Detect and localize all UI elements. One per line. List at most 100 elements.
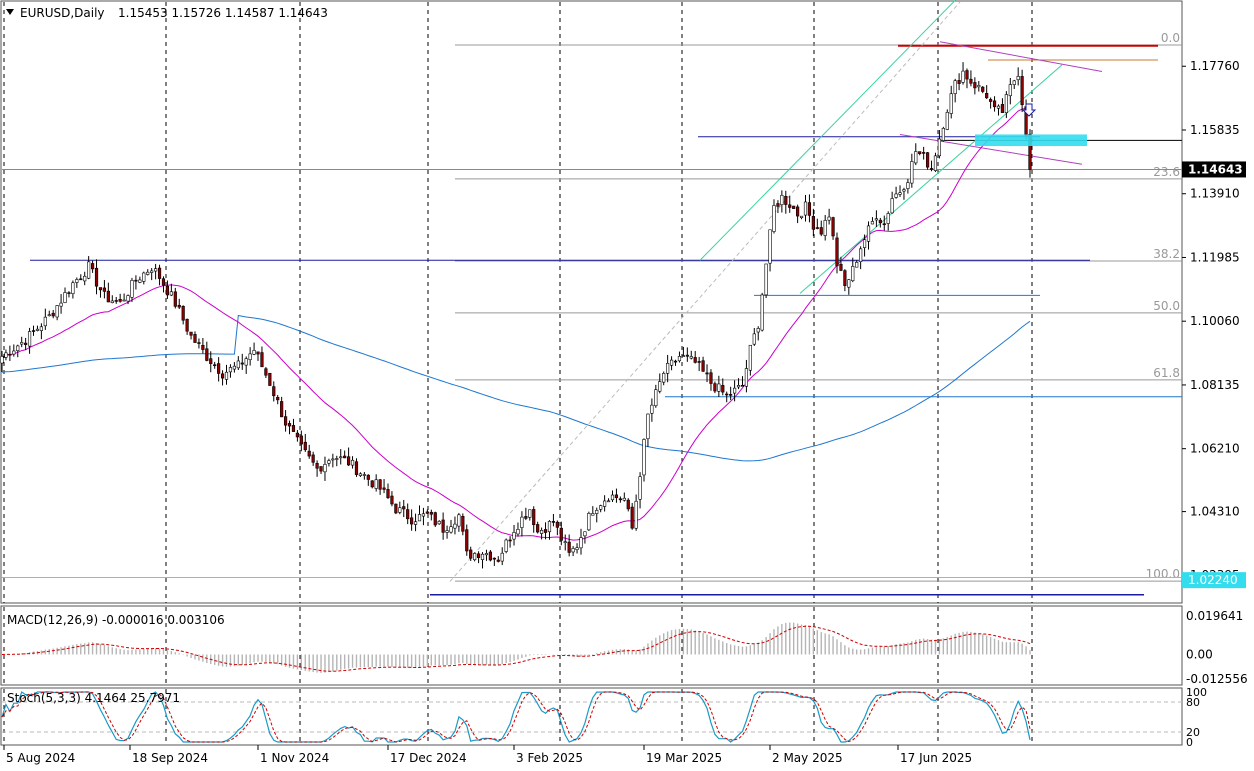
candle-body [992,100,997,108]
candle-body [729,394,733,396]
candle-body [709,372,713,384]
candle-body [929,168,934,170]
time-tick-label: 5 Aug 2024 [6,751,75,765]
candle-body [90,263,95,270]
candle-body [516,529,520,535]
stoch-axis-label: 0 [1186,736,1193,749]
candle-body [606,500,611,503]
candle-body [315,462,319,469]
candle-body [130,280,134,298]
triangle-down-icon[interactable] [6,9,14,15]
channel-upper [699,0,957,261]
candle-body [280,401,284,418]
candle-body [35,328,40,331]
price-tick-label: 1.06210 [1190,442,1240,456]
candle-body [63,292,67,303]
candle-body [701,360,705,372]
candle-body [433,512,437,526]
candle-body [358,473,363,476]
candle-body [16,345,20,351]
candle-body [382,487,386,490]
fib-label: 50.0 [1153,299,1180,313]
candle-body [717,383,721,392]
candle-body [236,360,240,369]
candle-body [323,464,327,473]
fibonacci-levels: 0.0 23.6 38.2 50.0 61.8 100.0 [455,31,1182,582]
candle-body [551,521,556,523]
candle-body [563,541,567,544]
candle-body [898,192,902,195]
candle-body [122,299,126,302]
candle-body [666,363,670,374]
candle-body [71,282,75,294]
candle-body [760,294,764,331]
candle-body [547,521,552,533]
stoch-panel-frame [0,687,1183,746]
candle-body [614,494,619,499]
candle-body [150,270,154,273]
candle-body [189,331,193,336]
candle-body [4,352,8,358]
candle-body [874,218,878,221]
candle-body [339,456,343,459]
candle-body [1012,80,1016,85]
candle-body [693,357,697,363]
stoch-axis-label: 20 [1186,726,1200,739]
candle-body [299,435,303,445]
price-tick-label: 1.13910 [1190,187,1240,201]
candle-body [658,381,662,392]
candle-body [575,547,579,550]
candle-body [256,351,260,355]
candle-body [827,216,831,221]
candle-body [914,151,918,164]
candle-body [142,272,146,282]
candle-body [232,365,236,370]
candle-body [965,70,969,80]
candle-body [311,454,315,463]
candle-body [94,267,99,287]
candle-body [126,295,130,302]
fib-label: 61.8 [1153,366,1180,380]
candle-body [823,220,827,236]
candle-body [51,312,55,317]
candle-body [555,521,559,528]
moving-averages [1,107,1031,541]
candle-body [559,527,563,541]
candle-body [591,513,595,516]
candle-body [910,161,914,184]
candle-body [0,356,4,364]
candle-body [201,344,205,350]
candle-body [484,553,489,556]
candle-body [413,521,418,525]
candle-body [918,151,922,155]
candle-body [1016,76,1020,81]
candle-body [47,314,51,317]
candle-body [512,532,516,540]
candle-body [977,85,981,88]
macd-signal-line [1,625,1031,672]
candle-body [12,350,16,355]
candle-body [205,348,209,361]
candle-body [957,80,961,84]
candle-body [75,279,79,283]
time-tick-label: 19 Mar 2025 [646,751,722,765]
fib-label: 38.2 [1153,247,1180,261]
candle-body [83,275,87,282]
candle-body [386,489,390,498]
time-tick-label: 2 May 2025 [772,751,843,765]
candle-body [878,219,882,224]
candle-body [480,553,485,560]
candle-body [811,216,815,230]
candle-body [941,127,945,141]
candle-body [925,152,930,168]
stochastic-indicator [1,691,1182,743]
candle-body [118,299,122,302]
candle-body [571,548,575,553]
candle-body [276,396,280,401]
level-badge-text: 1.02240 [1188,573,1238,587]
candle-body [87,261,91,279]
candle-body [981,86,985,92]
time-tick-label: 1 Nov 2024 [260,751,329,765]
